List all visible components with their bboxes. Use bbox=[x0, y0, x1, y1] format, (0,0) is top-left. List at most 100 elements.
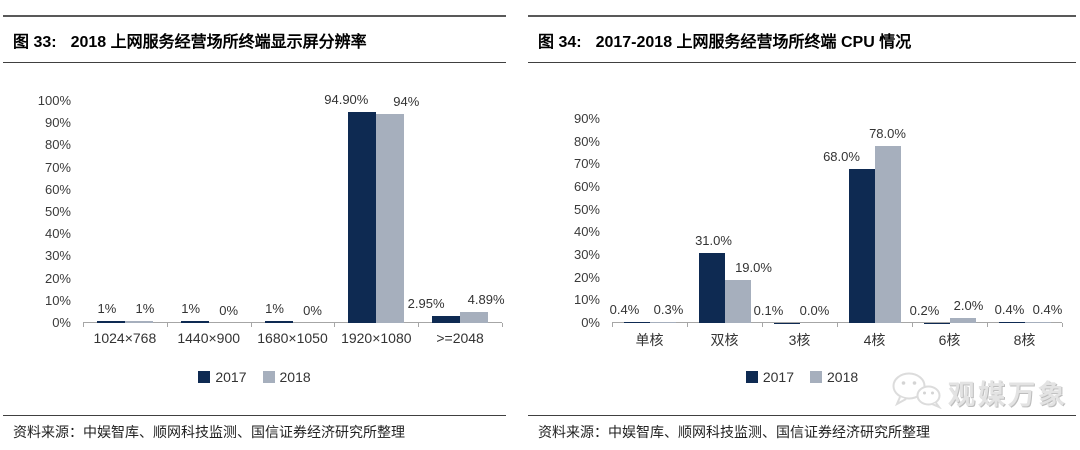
x-category-label: 单核 bbox=[635, 332, 664, 348]
x-axis-tick bbox=[166, 323, 168, 327]
figure-33-source-note: 资料来源：中娱智库、顺网科技监测、国信证券经济研究所整理 bbox=[3, 415, 506, 443]
x-axis-line bbox=[612, 322, 1062, 323]
y-axis-tick-label: 20% bbox=[44, 270, 71, 286]
bar-value-label-2017-8核: 0.4% bbox=[994, 302, 1025, 318]
bar-value-label-2017-6核: 0.2% bbox=[909, 302, 940, 318]
bar-value-label-2018-1680×1050: 0% bbox=[303, 303, 322, 318]
bar-value-label-2018-3核: 0.0% bbox=[799, 303, 830, 318]
source-label: 资料来源： bbox=[13, 426, 83, 441]
x-category-label: 6核 bbox=[938, 332, 961, 348]
y-axis-tick-label: 30% bbox=[44, 248, 71, 264]
bar-value-label-2017->=2048: 2.95% bbox=[407, 296, 445, 312]
figure-33-panel: 图 33: 2018 上网服务经营场所终端显示屏分辨率 0% 10% 20% 30% 4… bbox=[3, 15, 506, 450]
y-axis-tick-label: 40% bbox=[573, 224, 600, 240]
cpu-bar-chart: 0% 10% 20% 30% 40% 50% 60% 70% 80% 90% 单核 双核 3核 4核 6核 8… bbox=[528, 63, 1076, 349]
figure-34-title-text: 2017-2018 上网服务经营场所终端 CPU 情况 bbox=[595, 33, 912, 51]
bar-2018-单核 bbox=[649, 322, 676, 323]
bar-2018-6核 bbox=[949, 318, 976, 323]
figure-33-title: 图 33: 2018 上网服务经营场所终端显示屏分辨率 bbox=[3, 15, 506, 63]
y-axis-tick-label: 30% bbox=[573, 247, 600, 262]
x-axis-tick bbox=[987, 323, 988, 327]
x-axis-tick bbox=[1062, 323, 1063, 327]
figure-33-number: 图 33: bbox=[13, 33, 57, 51]
legend-swatch-2017 bbox=[745, 371, 758, 383]
bar-2017->=2048 bbox=[432, 316, 461, 323]
y-axis-tick-label: 0% bbox=[52, 315, 71, 330]
x-category-label: 1920×1080 bbox=[341, 330, 412, 346]
watermark-text: 观媒万象 bbox=[948, 380, 1068, 410]
figure-34-panel: 图 34: 2017-2018 上网服务经营场所终端 CPU 情况 0% 10% 2… bbox=[528, 15, 1076, 450]
x-category-label: 8核 bbox=[1013, 332, 1036, 348]
x-category-label: 1680×1050 bbox=[257, 330, 328, 346]
bar-value-label-2017-单核: 0.4% bbox=[609, 302, 640, 318]
bar-2017-1680×1050 bbox=[264, 320, 293, 323]
figure-34-title: 图 34: 2017-2018 上网服务经营场所终端 CPU 情况 bbox=[528, 15, 1076, 63]
y-axis-tick-label: 0% bbox=[581, 315, 600, 330]
bar-value-label-2017-4核: 68.0% bbox=[823, 148, 860, 164]
bar-2018-1920×1080 bbox=[376, 114, 405, 323]
bar-value-label-2018-单核: 0.3% bbox=[653, 302, 684, 318]
figure-34-number: 图 34: bbox=[538, 33, 582, 51]
bar-value-label-2017-1920×1080: 94.90% bbox=[324, 92, 369, 108]
x-category-label: 1024×768 bbox=[93, 330, 157, 346]
bar-2017-双核 bbox=[698, 252, 725, 323]
bar-2018-双核 bbox=[724, 279, 751, 323]
bar-2017-4核 bbox=[848, 168, 875, 323]
legend-label-2017: 2017 bbox=[215, 369, 247, 385]
x-axis-tick bbox=[837, 323, 838, 327]
x-axis-line bbox=[83, 322, 502, 323]
bar-2018-8核 bbox=[1024, 322, 1051, 323]
bar-value-label-2018-1920×1080: 94% bbox=[393, 94, 420, 110]
bar-value-label-2018-1440×900: 0% bbox=[219, 303, 239, 318]
x-axis-tick bbox=[83, 323, 84, 327]
y-axis-tick-label: 50% bbox=[44, 204, 71, 219]
bar-2017-单核 bbox=[623, 322, 650, 323]
x-axis-tick bbox=[762, 323, 763, 327]
legend-swatch-2017 bbox=[198, 371, 211, 383]
resolution-bar-chart: 0% 10% 20% 30% 40% 50% 60% 70% 80% 90% 100% 1024×76… bbox=[3, 63, 506, 349]
bar-value-label-2017-1440×900: 1% bbox=[181, 300, 201, 316]
x-category-label: 双核 bbox=[710, 332, 739, 348]
bar-value-label-2018-双核: 19.0% bbox=[735, 259, 772, 275]
y-axis-tick-label: 70% bbox=[573, 156, 600, 172]
x-category-label: 1440×900 bbox=[177, 330, 241, 346]
y-axis-tick-label: 80% bbox=[44, 137, 71, 153]
figure-34-source-note: 资料来源：中娱智库、顺网科技监测、国信证券经济研究所整理 bbox=[528, 415, 1076, 443]
legend-label-2017: 2017 bbox=[762, 369, 794, 385]
legend-item-2018: 2018 bbox=[810, 369, 858, 385]
bar-value-label-2017-双核: 31.0% bbox=[695, 232, 732, 248]
bar-2017-1920×1080 bbox=[348, 112, 377, 323]
legend-label-2018: 2018 bbox=[827, 369, 859, 385]
y-axis-tick-label: 90% bbox=[44, 115, 71, 131]
bar-value-label-2018-8核: 0.4% bbox=[1032, 302, 1063, 318]
bar-value-label-2017-1680×1050: 1% bbox=[265, 300, 284, 316]
bar-2018-4核 bbox=[874, 146, 901, 323]
y-axis-tick-label: 100% bbox=[37, 93, 71, 108]
bar-value-label-2018-6核: 2.0% bbox=[953, 298, 984, 314]
x-axis-tick bbox=[418, 323, 420, 327]
x-category-label: 4核 bbox=[863, 332, 886, 348]
y-axis-tick-label: 20% bbox=[573, 269, 600, 285]
figure-33-title-text: 2018 上网服务经营场所终端显示屏分辨率 bbox=[70, 33, 367, 51]
bar-2017-8核 bbox=[998, 322, 1025, 323]
bar-value-label-2018-1024×768: 1% bbox=[135, 300, 155, 316]
bar-value-label-2018-4核: 78.0% bbox=[869, 126, 906, 142]
x-category-label: >=2048 bbox=[436, 330, 484, 346]
source-text: 中娱智库、顺网科技监测、国信证券经济研究所整理 bbox=[608, 426, 930, 441]
y-axis-tick-label: 60% bbox=[44, 181, 71, 197]
x-axis-tick bbox=[687, 323, 688, 327]
bar-value-label-2017-1024×768: 1% bbox=[97, 300, 117, 316]
legend-swatch-2018 bbox=[262, 371, 275, 383]
legend-item-2018: 2018 bbox=[262, 369, 311, 385]
wechat-icon bbox=[890, 371, 944, 414]
x-axis-tick bbox=[250, 323, 252, 327]
bar-value-label-2018->=2048: 4.89% bbox=[467, 292, 505, 308]
bar-2018-1024×768 bbox=[124, 320, 153, 323]
y-axis-tick-label: 40% bbox=[44, 226, 71, 242]
cpu-chart-legend: 2017 2018 bbox=[528, 369, 1076, 385]
y-axis-tick-label: 60% bbox=[573, 179, 600, 194]
resolution-chart-legend: 2017 2018 bbox=[3, 369, 506, 385]
watermark: 观媒万象 bbox=[890, 371, 1068, 414]
y-axis-tick-label: 10% bbox=[573, 292, 600, 308]
